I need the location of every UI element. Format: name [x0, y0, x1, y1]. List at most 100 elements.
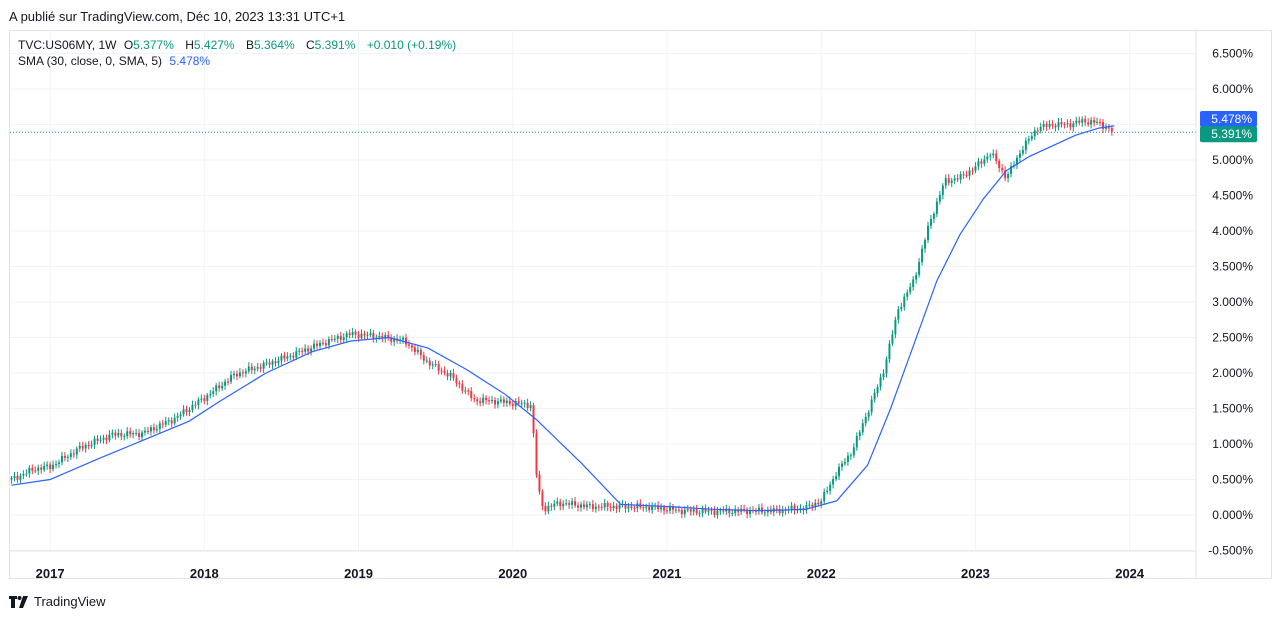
candle-body	[956, 178, 959, 180]
candle-body	[301, 350, 304, 352]
candle-body	[728, 508, 731, 514]
candle-body	[410, 345, 413, 348]
candle-body	[384, 335, 387, 339]
candle-body	[867, 412, 870, 417]
candle-body	[775, 508, 778, 510]
candle-body	[766, 509, 769, 513]
candle-body	[407, 344, 410, 346]
candle-body	[734, 509, 737, 514]
candle-body	[517, 401, 520, 404]
candle-body	[591, 504, 594, 510]
candle-body	[754, 510, 757, 512]
candle-body	[348, 333, 351, 336]
candle-body	[200, 398, 203, 400]
candle-body	[221, 385, 224, 389]
candle-body	[304, 348, 307, 352]
candle-body	[749, 510, 752, 515]
footer-brand[interactable]: TradingView	[9, 594, 106, 609]
candle-body	[16, 475, 19, 480]
candle-body	[357, 334, 360, 338]
candle-body	[354, 331, 357, 335]
candle-body	[366, 335, 369, 337]
candle-body	[544, 506, 547, 512]
candle-body	[1054, 125, 1057, 128]
candle-body	[78, 445, 81, 449]
candle-body	[493, 399, 496, 405]
candle-body	[295, 351, 298, 358]
candle-body	[927, 225, 930, 241]
last-price-badge	[1200, 126, 1257, 143]
candle-body	[351, 331, 354, 336]
candle-body	[861, 423, 864, 433]
candle-body	[176, 415, 179, 418]
candle-body	[434, 363, 437, 365]
candle-body	[660, 507, 663, 510]
y-tick-label: 4.500%	[1212, 189, 1253, 203]
candle-body	[695, 509, 698, 514]
candle-body	[1045, 123, 1048, 127]
candle-body	[372, 333, 375, 339]
candle-body	[962, 174, 965, 176]
candle-body	[209, 393, 212, 396]
x-tick-label: 2022	[807, 566, 836, 581]
candle-body	[437, 363, 440, 371]
candle-body	[345, 333, 348, 338]
candle-body	[1072, 123, 1075, 128]
candle-body	[574, 501, 577, 506]
candle-body	[310, 348, 313, 352]
candle-body	[280, 355, 283, 361]
candle-body	[992, 153, 995, 156]
candle-body	[105, 437, 108, 441]
candle-body	[965, 174, 968, 176]
candle-body	[663, 507, 666, 511]
sma-label[interactable]: SMA (30, close, 0, SMA, 5)	[18, 54, 163, 68]
candle-body	[227, 381, 230, 383]
candle-body	[381, 335, 384, 339]
candle-body	[43, 465, 46, 470]
candle-body	[473, 398, 476, 400]
sma-value: 5.478%	[169, 54, 211, 68]
candle-body	[84, 444, 87, 449]
candle-body	[781, 509, 784, 514]
y-tick-label: 6.000%	[1212, 82, 1253, 96]
candle-body	[238, 372, 241, 377]
candle-body	[983, 159, 986, 164]
candle-body	[46, 464, 49, 466]
low-value: 5.364%	[253, 38, 295, 52]
candle-body	[932, 213, 935, 219]
candle-body	[212, 391, 215, 394]
candle-body	[455, 378, 458, 384]
candle-body	[96, 438, 99, 441]
candle-body	[1075, 120, 1078, 124]
candle-body	[485, 397, 488, 401]
candle-body	[713, 510, 716, 515]
candle-body	[870, 399, 873, 413]
candle-body	[651, 505, 654, 511]
candle-body	[562, 503, 565, 507]
candle-body	[405, 337, 408, 345]
candle-body	[835, 476, 838, 480]
x-tick-label: 2021	[653, 566, 682, 581]
candle-body	[262, 362, 265, 369]
price-badge-label: 5.391%	[1211, 127, 1252, 141]
y-tick-label: 2.500%	[1212, 331, 1253, 345]
candle-body	[746, 509, 749, 515]
candle-body	[636, 503, 639, 509]
candle-body	[674, 509, 677, 511]
symbol-label[interactable]: TVC:US06MY, 1W	[18, 38, 117, 52]
footer-brand-label: TradingView	[34, 594, 106, 609]
candle-body	[307, 348, 310, 352]
price-badge-label: 5.478%	[1211, 112, 1252, 126]
candle-body	[897, 309, 900, 320]
candle-body	[158, 423, 161, 429]
y-tick-label: 1.500%	[1212, 402, 1253, 416]
candle-body	[579, 504, 582, 508]
candle-body	[10, 478, 13, 480]
candle-body	[63, 455, 66, 458]
y-tick-label: 3.500%	[1212, 260, 1253, 274]
candle-body	[526, 402, 529, 408]
candle-body	[250, 366, 253, 371]
candle-body	[585, 504, 588, 508]
candle-body	[467, 390, 470, 392]
